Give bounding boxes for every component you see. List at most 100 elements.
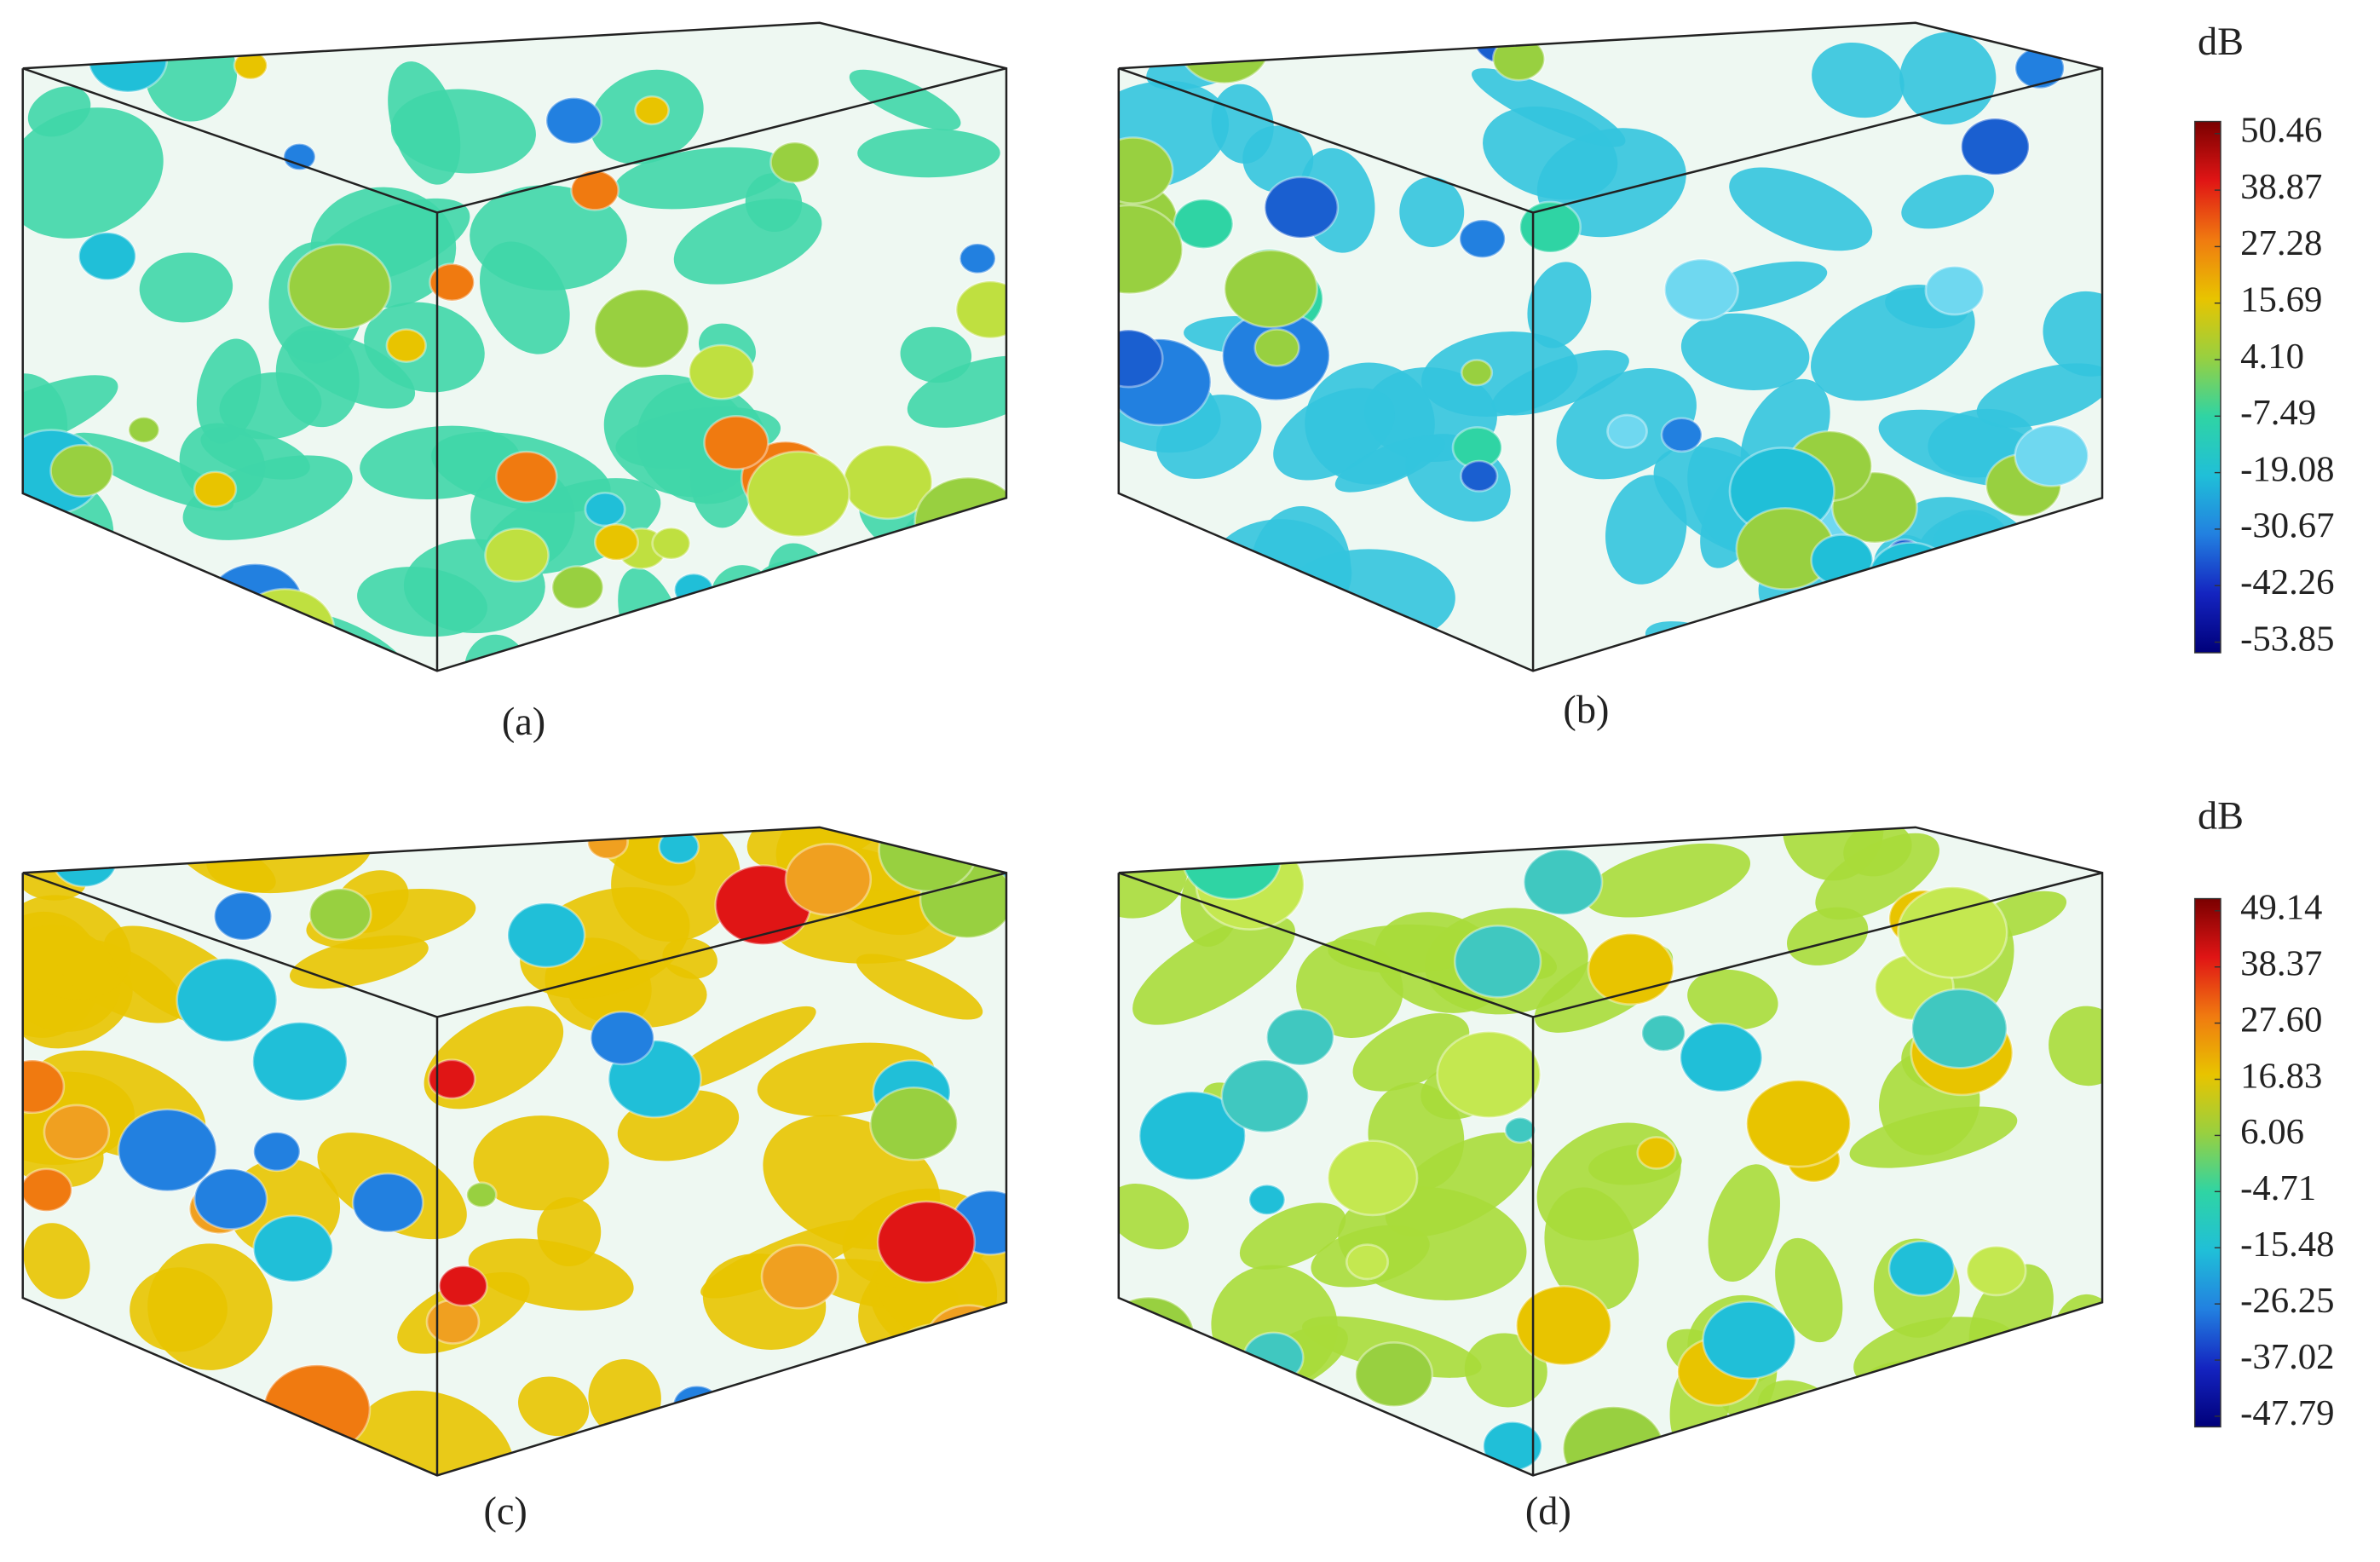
isosurface-core: [545, 96, 602, 145]
isosurface-core: [1997, 600, 2034, 631]
isosurface: [1472, 68, 1626, 147]
isosurface-core: [1460, 359, 1494, 387]
isosurface: [1849, 1106, 2018, 1168]
isosurface-core: [1702, 1300, 1797, 1380]
colorbar-tick-label: -47.79: [2240, 1393, 2334, 1433]
isosurface-core: [308, 887, 372, 942]
isosurface: [196, 338, 262, 444]
isosurface: [2043, 291, 2103, 377]
isosurface: [1211, 84, 1274, 164]
isosurface: [603, 374, 754, 498]
isosurface: [1730, 614, 1901, 671]
isosurface: [22, 375, 118, 461]
isosurface: [1865, 1375, 2043, 1443]
isosurface: [290, 935, 429, 989]
isosurface-core: [651, 526, 691, 561]
colorbar-unit: dB: [2198, 795, 2244, 839]
isosurface-core: [1515, 1284, 1612, 1366]
panel-label: (b): [1563, 689, 1609, 732]
isosurface: [1729, 167, 1873, 251]
colorbar: [2193, 897, 2222, 1428]
isosurface-core: [925, 1304, 1006, 1379]
isosurface-core: [84, 574, 180, 654]
isosurface: [479, 241, 570, 354]
isosurface: [900, 326, 972, 383]
isosurface: [22, 107, 164, 239]
isosurface-core: [173, 1386, 241, 1444]
isosurface-core: [933, 624, 971, 654]
isosurface: [468, 1238, 634, 1311]
isosurface-core: [1255, 605, 1358, 671]
box-edge: [21, 21, 1008, 672]
isosurface-core: [22, 1167, 73, 1213]
isosurface: [1888, 562, 2038, 656]
isosurface-core: [1181, 827, 1282, 901]
isosurface-core: [1660, 417, 1703, 453]
isosurface: [1787, 907, 1869, 965]
isosurface: [360, 425, 520, 500]
colorbar-tick-label: -4.71: [2240, 1168, 2316, 1208]
isosurface: [1945, 583, 2063, 671]
isosurface-core: [51, 832, 118, 888]
isosurface-core: [634, 95, 671, 126]
colorbar-tick-label: -37.02: [2240, 1337, 2334, 1377]
render-3d: [22, 22, 1006, 671]
isosurface-core: [1436, 1030, 1542, 1119]
isosurface: [139, 252, 233, 323]
isosurface-core: [1223, 249, 1319, 329]
isosurface: [801, 1353, 941, 1401]
isosurface: [1605, 475, 1687, 585]
isosurface: [1118, 623, 1172, 671]
isosurface-core: [2014, 424, 2089, 487]
panel-label: (c): [483, 1490, 527, 1533]
isosurface-core: [252, 1214, 334, 1283]
isosurface: [1976, 363, 2103, 428]
isosurface: [2037, 1420, 2103, 1476]
render-3d: [22, 827, 1006, 1476]
isosurface-core: [1173, 198, 1235, 250]
isosurface-core: [703, 415, 769, 470]
isosurface-core: [1263, 176, 1340, 239]
isosurface: [1338, 1186, 1527, 1300]
isosurface: [642, 1445, 722, 1476]
isosurface: [354, 1390, 516, 1476]
isosurface-core: [878, 827, 978, 893]
isosurface-core: [193, 597, 280, 671]
render-3d: [1118, 22, 2103, 671]
isosurface: [895, 1343, 1006, 1469]
isosurface-core: [1965, 1245, 2027, 1297]
colorbar: [2193, 120, 2222, 654]
colorbar-tick-label: 38.87: [2240, 167, 2322, 207]
isosurface: [1118, 1184, 1190, 1250]
isosurface-core: [1118, 136, 1174, 205]
isosurface-core: [78, 231, 137, 281]
isosurface-core: [1868, 541, 1953, 613]
isosurface: [22, 925, 121, 1032]
isosurface-core: [1640, 1013, 1686, 1052]
colorbar-tick-label: -15.48: [2240, 1225, 2334, 1265]
isosurface: [1584, 843, 1751, 918]
colorbar-tick-label: -19.08: [2240, 449, 2334, 489]
isosurface: [1687, 969, 1778, 1030]
isosurface-core: [1265, 1008, 1335, 1067]
isosurface-core: [213, 891, 273, 942]
isosurface-core: [385, 328, 427, 363]
isosurface-core: [1248, 1184, 1287, 1216]
isosurface-core: [1910, 988, 2008, 1069]
colorbar-tick-label: -7.49: [2240, 393, 2316, 433]
isosurface: [1239, 1202, 1346, 1270]
isosurface-core: [1345, 1243, 1390, 1281]
isosurface-core: [1242, 1331, 1305, 1384]
colorbar-tick-label: 38.37: [2240, 944, 2322, 984]
isosurface: [1901, 175, 1994, 229]
isosurface-core: [1663, 257, 1739, 322]
isosurface-core: [506, 902, 586, 969]
isosurface-core: [780, 1400, 882, 1476]
isosurface-core: [176, 957, 279, 1043]
isosurface-core: [584, 492, 626, 527]
isosurface: [1334, 435, 1445, 493]
isosurface: [1527, 262, 1592, 349]
isosurface-core: [760, 1243, 839, 1310]
render-3d: [1118, 827, 2103, 1476]
isosurface-core: [287, 243, 392, 331]
